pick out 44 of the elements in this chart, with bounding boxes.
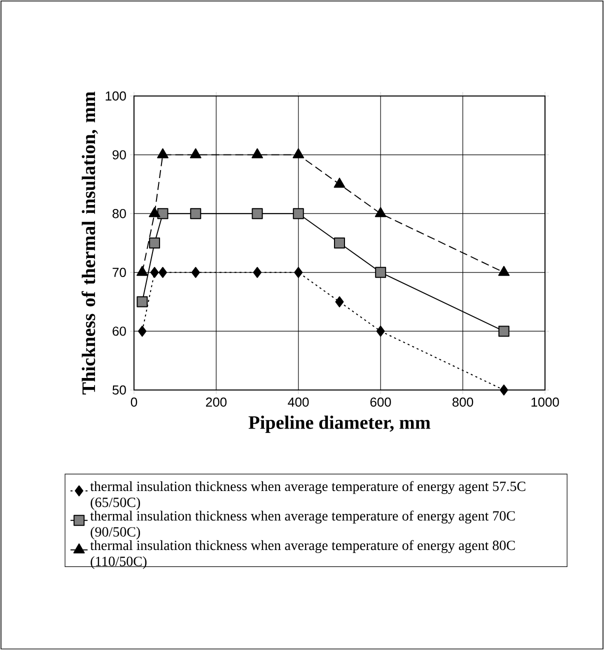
- legend-label: thermal insulation thickness when average temperature of energy agent 70C (90/50C): [90, 510, 515, 540]
- point: [190, 148, 202, 158]
- point: [158, 266, 168, 278]
- point: [150, 266, 159, 278]
- point: [157, 148, 168, 158]
- x-tick-label: 600: [370, 398, 391, 407]
- point: [375, 266, 386, 278]
- point: [252, 148, 263, 158]
- x-tick-label: 400: [288, 398, 309, 407]
- point: [136, 296, 148, 308]
- point: [292, 208, 304, 220]
- point: [292, 148, 304, 158]
- y-axis-title: Thickness of thermal insulation, mm: [82, 92, 98, 394]
- point: [136, 266, 148, 276]
- legend-label: thermal insulation thickness when average temperature of energy agent 80C (110/50C): [90, 540, 515, 569]
- point: [149, 237, 160, 248]
- legend-label: thermal insulation thickness when average temperature of energy agent 57.5C (65/50C): [90, 481, 526, 510]
- x-tick-label: 200: [206, 398, 227, 407]
- y-tick-label: 60: [112, 326, 126, 336]
- y-tick-label: 70: [112, 268, 126, 277]
- point: [335, 296, 344, 308]
- point: [190, 208, 202, 220]
- point: [498, 326, 510, 337]
- point: [253, 266, 262, 278]
- x-axis-title: Pipeline diameter, mm: [248, 416, 430, 433]
- point: [500, 384, 508, 396]
- x-tick-label: 1000: [532, 398, 559, 407]
- point: [334, 178, 346, 188]
- x-tick-label: 800: [452, 398, 474, 407]
- y-tick-label: 50: [112, 385, 126, 395]
- point: [157, 208, 168, 220]
- y-tick-label: 90: [112, 150, 126, 160]
- point: [294, 266, 303, 278]
- point: [334, 237, 345, 248]
- point: [191, 266, 200, 278]
- point: [498, 266, 510, 276]
- point: [374, 207, 386, 218]
- point: [148, 207, 160, 218]
- y-tick-label: 80: [112, 208, 126, 218]
- point: [252, 208, 263, 220]
- point: [376, 326, 385, 337]
- x-tick-label: 0: [130, 398, 138, 407]
- point: [138, 326, 146, 337]
- y-tick-label: 100: [106, 91, 126, 101]
